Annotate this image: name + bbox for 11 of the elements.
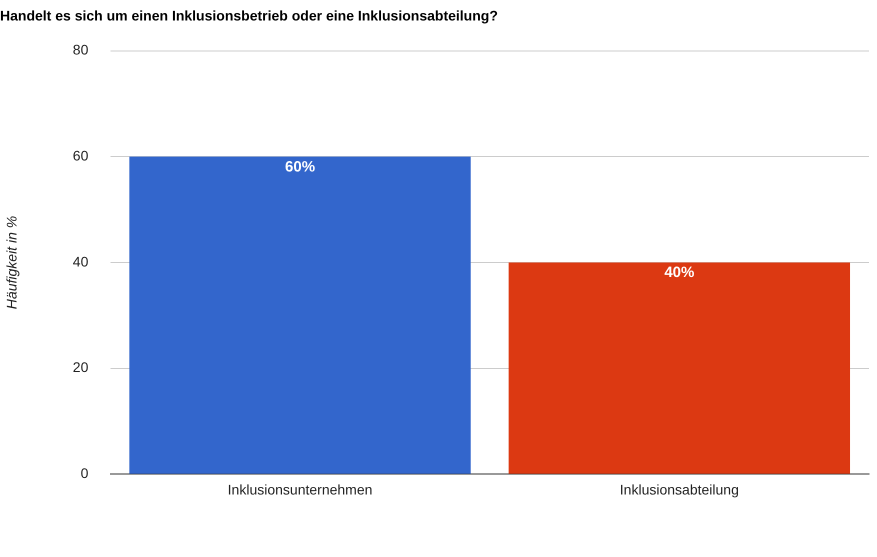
y-tick-label: 40 [72,253,89,270]
x-tick-label: Inklusionsunternehmen [228,481,372,498]
chart-title: Handelt es sich um einen Inklusionsbetrieb oder eine Inklusionsabteilung? [0,7,498,24]
y-tick-label: 0 [80,465,89,482]
data-label: 40% [664,264,694,282]
y-tick-label: 60 [72,148,89,164]
x-tick-label: Inklusionsabteilung [620,481,739,498]
y-tick-label: 80 [72,42,89,58]
y-tick-label: 20 [72,359,89,376]
y-axis-title: Häufigkeit in % [3,216,20,310]
data-label: 60% [285,158,316,176]
